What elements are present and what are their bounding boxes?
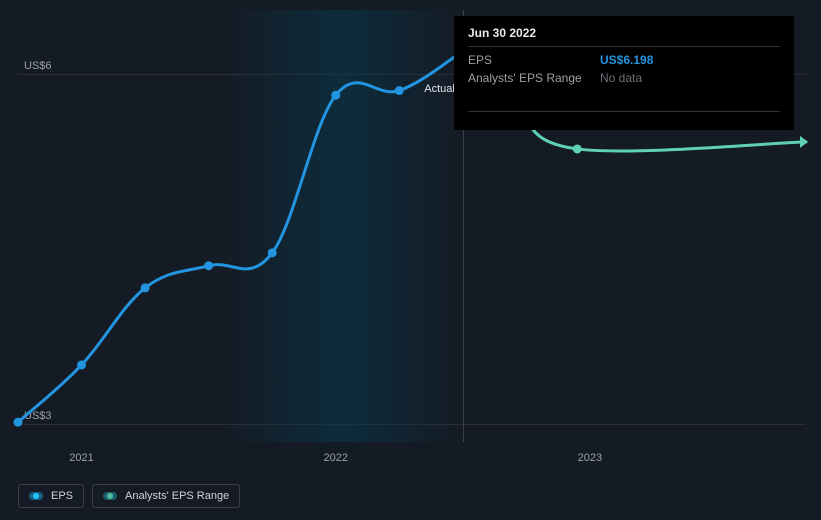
legend-swatch-icon bbox=[29, 492, 43, 500]
x-tick-label: 2021 bbox=[69, 452, 93, 464]
x-tick-label: 2022 bbox=[323, 452, 347, 464]
tooltip-title: Jun 30 2022 bbox=[468, 26, 780, 47]
series-marker-forecast bbox=[573, 145, 581, 153]
series-marker-eps bbox=[332, 91, 340, 99]
legend-swatch-dot bbox=[107, 493, 113, 499]
legend-swatch-icon bbox=[103, 492, 117, 500]
chart-legend: EPS Analysts' EPS Range bbox=[18, 484, 240, 508]
legend-swatch-dot bbox=[33, 493, 39, 499]
legend-item[interactable]: EPS bbox=[18, 484, 84, 508]
tooltip-row-value: No data bbox=[600, 69, 642, 87]
tooltip-row: Analysts' EPS Range No data bbox=[468, 69, 780, 87]
eps-chart: US$3US$6ActualAnalysts Forecasts Jun 30 … bbox=[0, 0, 821, 520]
tooltip-bottom-divider bbox=[468, 111, 780, 112]
tooltip-row-key: Analysts' EPS Range bbox=[468, 69, 584, 87]
tooltip-row-value: US$6.198 bbox=[600, 51, 653, 69]
tooltip-row: EPS US$6.198 bbox=[468, 51, 780, 69]
legend-item-label: EPS bbox=[51, 490, 73, 502]
series-marker-eps bbox=[205, 262, 213, 270]
y-grid-line bbox=[18, 424, 806, 425]
legend-item[interactable]: Analysts' EPS Range bbox=[92, 484, 240, 508]
series-marker-eps bbox=[268, 249, 276, 257]
forecast-end-arrow-icon bbox=[800, 136, 808, 148]
series-marker-eps bbox=[395, 87, 403, 95]
series-marker-eps bbox=[78, 361, 86, 369]
tooltip-row-key: EPS bbox=[468, 51, 584, 69]
y-tick-label: US$6 bbox=[20, 60, 52, 72]
chart-tooltip: Jun 30 2022 EPSUS$6.198Analysts' EPS Ran… bbox=[454, 16, 794, 130]
series-marker-eps bbox=[141, 284, 149, 292]
y-tick-label: US$3 bbox=[20, 410, 52, 422]
x-tick-label: 2023 bbox=[578, 452, 602, 464]
legend-item-label: Analysts' EPS Range bbox=[125, 490, 229, 502]
actual-label: Actual bbox=[424, 83, 455, 95]
series-line-eps bbox=[18, 51, 463, 422]
